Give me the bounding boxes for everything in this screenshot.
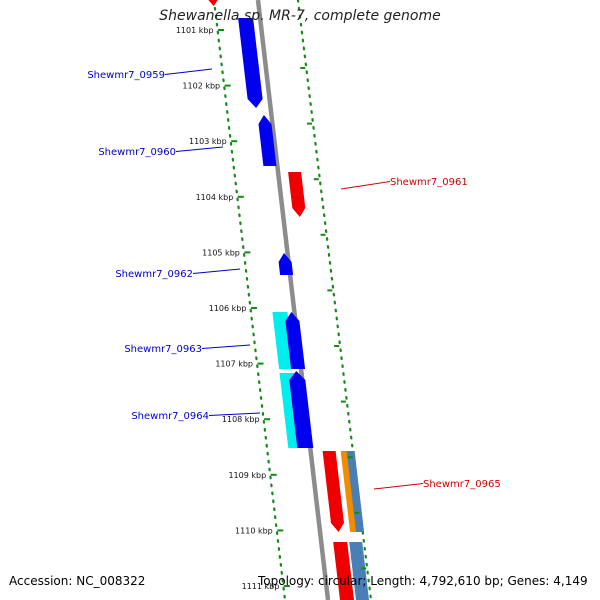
kbp-tick-label: 1109 kbp xyxy=(228,471,266,480)
gene-label-text: Shewmr7_0963 xyxy=(124,344,202,355)
label-leader-line xyxy=(192,268,241,274)
gene-label-text: Shewmr7_0964 xyxy=(131,411,209,422)
gene-features xyxy=(208,0,369,600)
genome-summary: Topology: circular; Length: 4,792,610 bp… xyxy=(258,574,588,588)
label-leader-line xyxy=(201,344,251,349)
gene-arrow xyxy=(208,0,218,6)
gene-label-text: Shewmr7_0962 xyxy=(115,269,193,280)
gene-arrow xyxy=(322,451,344,532)
gene-arrow xyxy=(340,451,358,532)
label-leader-line xyxy=(175,146,224,152)
gene-arrow xyxy=(346,451,365,532)
label-leader-line xyxy=(164,68,213,75)
gene-label-text: Shewmr7_0959 xyxy=(87,70,165,81)
kbp-tick-label: 1111 kbp xyxy=(242,582,280,591)
gene-arrow xyxy=(333,542,354,600)
gene-arrow xyxy=(285,312,306,369)
label-leader-line xyxy=(340,181,391,190)
kbp-tick-label: 1102 kbp xyxy=(182,82,220,91)
gene-arrow xyxy=(349,542,369,600)
kbp-tick-label: 1106 kbp xyxy=(209,304,247,313)
gene-arrow xyxy=(258,115,277,166)
kbp-tick-label: 1108 kbp xyxy=(222,415,260,424)
gene-label-text: Shewmr7_0965 xyxy=(423,479,501,490)
map-title: Shewanella sp. MR-7, complete genome xyxy=(159,8,441,24)
gene-arrow xyxy=(289,371,314,448)
label-leader-line xyxy=(208,412,261,416)
accession-text: Accession: NC_008322 xyxy=(9,574,146,588)
kbp-tick-label: 1101 kbp xyxy=(176,26,214,35)
kbp-tick-label: 1105 kbp xyxy=(202,248,240,257)
kbp-tick-label: 1107 kbp xyxy=(215,360,253,369)
kbp-tick-label: 1104 kbp xyxy=(196,193,234,202)
gene-label-text: Shewmr7_0960 xyxy=(98,147,176,158)
kbp-tick-label: 1103 kbp xyxy=(189,137,227,146)
kbp-ticks: 1101 kbp 1102 kbp 1103 kbp 1104 kbp 1105 kbp… xyxy=(176,26,367,591)
backbone-line xyxy=(255,0,331,600)
gene-labels: Shewmr7_0959 Shewmr7_0960 Shewmr7_0961 Shew… xyxy=(87,68,501,490)
kbp-tick-label: 1110 kbp xyxy=(235,526,273,535)
inner-track-ring xyxy=(212,0,287,600)
gene-arrow xyxy=(238,18,263,108)
gene-arrow xyxy=(278,253,294,275)
gene-arrow xyxy=(288,172,306,217)
gene-label-text: Shewmr7_0961 xyxy=(390,177,468,188)
label-leader-line xyxy=(373,483,424,490)
genome-backbone xyxy=(255,0,331,600)
